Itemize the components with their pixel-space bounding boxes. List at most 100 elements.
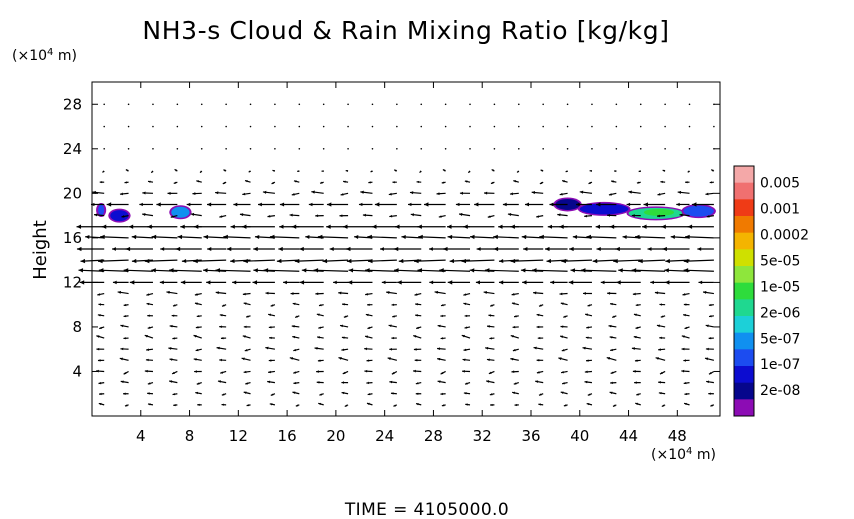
wind-arrow xyxy=(101,224,129,229)
wind-arrow-head xyxy=(219,325,222,329)
wind-arrow xyxy=(465,403,471,406)
colorbar: 0.005 0.001 0.0002 5e-05 1e-05 2e-06 5e-07 1e-0… xyxy=(733,165,809,417)
wind-arrow-head xyxy=(253,268,258,273)
wind-arrow-head xyxy=(469,268,475,273)
wind-arrow-head xyxy=(636,181,640,184)
wind-arrow-head xyxy=(367,303,370,306)
time-label: TIME = 4105000.0 xyxy=(344,500,509,519)
wind-arrow xyxy=(449,258,471,264)
wind-arrow xyxy=(607,291,617,295)
wind-arrow-head xyxy=(142,213,146,217)
wind-arrow xyxy=(440,337,446,340)
wind-arrow xyxy=(579,190,593,194)
wind-arrow xyxy=(194,302,202,306)
wind-arrow xyxy=(391,370,398,375)
wind-arrow-head xyxy=(585,336,589,339)
wind-arrow xyxy=(272,169,276,172)
wind-arrow xyxy=(608,192,617,196)
wind-arrow xyxy=(220,337,227,340)
wind-dot xyxy=(493,125,496,128)
wind-arrow-head xyxy=(487,215,491,218)
wind-arrow xyxy=(462,358,471,362)
wind-dot xyxy=(420,103,423,106)
wind-dot xyxy=(103,125,105,128)
wind-arrow-head xyxy=(440,337,444,340)
wind-arrow xyxy=(139,202,153,207)
wind-arrow-head xyxy=(586,359,589,362)
wind-arrow xyxy=(509,192,519,196)
wind-arrow xyxy=(123,268,153,273)
colorbar-segment xyxy=(734,349,754,367)
wind-arrow xyxy=(664,280,690,285)
wind-arrow xyxy=(166,290,178,295)
wind-arrow xyxy=(142,213,154,217)
wind-dot xyxy=(152,148,154,150)
wind-arrow xyxy=(636,393,641,396)
wind-arrow xyxy=(294,258,324,264)
colorbar-segment xyxy=(734,199,754,217)
wind-arrow xyxy=(366,381,373,385)
wind-arrow-head xyxy=(697,247,702,251)
wind-arrow xyxy=(459,191,471,195)
wind-arrow-head xyxy=(611,180,614,183)
x-axis-unit: (×104 m) xyxy=(651,446,716,463)
wind-arrow-head xyxy=(221,393,225,396)
wind-arrow-head xyxy=(181,258,187,264)
wind-arrow-head xyxy=(572,235,578,240)
wind-dot xyxy=(249,103,252,106)
wind-arrow-head xyxy=(147,382,151,385)
wind-arrow-head xyxy=(193,334,197,338)
wind-dot xyxy=(249,125,252,128)
wind-arrow xyxy=(317,234,349,240)
wind-dot xyxy=(591,125,593,128)
wind-arrow xyxy=(276,258,300,264)
cloud-patch xyxy=(110,210,129,222)
wind-arrow xyxy=(464,180,471,183)
wind-arrow xyxy=(409,191,422,195)
wind-arrow xyxy=(123,337,129,340)
wind-arrow-head xyxy=(539,234,544,240)
wind-arrow-head xyxy=(96,335,100,338)
wind-arrow xyxy=(98,402,105,406)
wind-arrow xyxy=(587,304,593,307)
wind-arrow-head xyxy=(459,212,463,216)
colorbar-label: 1e-07 xyxy=(760,357,800,373)
wind-arrow xyxy=(270,304,276,307)
wind-arrow-head xyxy=(246,315,249,318)
wind-arrow-head xyxy=(436,192,440,196)
wind-arrow xyxy=(536,215,544,218)
wind-arrow xyxy=(314,346,324,350)
wind-arrow-head xyxy=(252,280,258,285)
wind-arrow xyxy=(485,346,495,350)
wind-arrow-head xyxy=(98,258,103,264)
wind-arrow xyxy=(343,180,349,183)
wind-arrow xyxy=(171,370,178,375)
wind-arrow xyxy=(660,180,666,184)
wind-arrow xyxy=(589,170,593,173)
wind-arrow-head xyxy=(559,224,564,229)
wind-dot xyxy=(639,103,642,106)
wind-arrow-head xyxy=(613,258,618,264)
wind-arrow xyxy=(611,180,617,183)
wind-arrow xyxy=(393,169,398,172)
wind-arrow-head xyxy=(367,234,372,240)
wind-arrow-head xyxy=(366,402,370,406)
wind-arrow-head xyxy=(243,325,247,329)
wind-arrow xyxy=(563,404,568,407)
wind-arrow xyxy=(124,181,129,184)
wind-arrow xyxy=(387,357,398,361)
wind-arrow-head xyxy=(491,169,495,172)
wind-arrow xyxy=(443,246,471,252)
wind-arrow xyxy=(600,280,617,285)
x-unit-tail: m) xyxy=(692,447,716,463)
wind-arrow xyxy=(607,213,617,217)
wind-arrow-shaft xyxy=(97,259,129,262)
wind-arrow xyxy=(684,392,690,396)
wind-arrow xyxy=(243,258,275,264)
wind-arrow-head xyxy=(615,246,620,252)
wind-arrow xyxy=(656,324,666,328)
wind-arrow xyxy=(299,246,324,252)
wind-arrow-head xyxy=(391,303,395,306)
wind-arrow-head xyxy=(510,224,515,229)
wind-arrow-head xyxy=(596,246,601,252)
